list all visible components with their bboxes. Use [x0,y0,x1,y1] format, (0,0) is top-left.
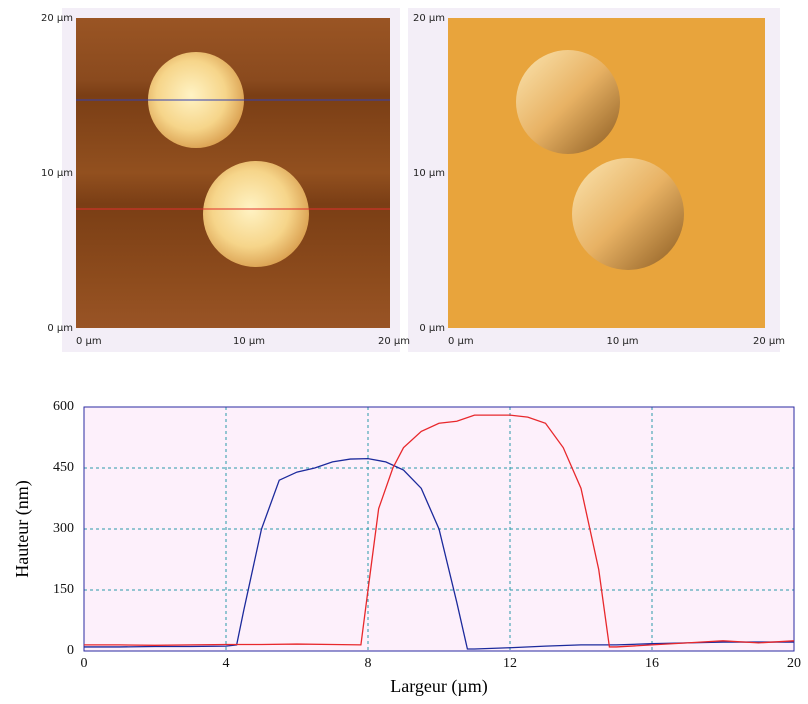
x-tick-label: 8 [365,656,372,671]
x-tick-label: 0 [81,656,88,671]
image-y-label: 20 µm [413,13,445,24]
y-tick-label: 300 [53,521,74,536]
image-x-label: 10 µm [233,336,265,347]
particle [572,158,684,270]
y-tick-label: 600 [53,399,74,414]
image-x-label: 10 µm [607,336,639,347]
particle [516,50,620,154]
image-x-label: 0 µm [448,336,474,347]
image-y-label: 20 µm [41,13,73,24]
plot-frame [83,406,795,652]
series-line [84,414,795,648]
particle [203,161,309,267]
image-y-label: 10 µm [41,168,73,179]
image-x-label: 0 µm [76,336,102,347]
x-axis-label: Largeur (µm) [390,676,488,697]
image-x-label: 20 µm [378,336,410,347]
x-tick-label: 16 [645,656,659,671]
y-tick-label: 0 [67,643,74,658]
x-tick-label: 4 [223,656,230,671]
y-axis-label: Hauteur (nm) [12,480,33,577]
y-tick-label: 150 [53,582,74,597]
x-tick-label: 20 [787,656,801,671]
y-tick-label: 450 [53,460,74,475]
image-y-label: 0 µm [47,323,73,334]
image-x-label: 20 µm [753,336,785,347]
x-tick-label: 12 [503,656,517,671]
image-y-label: 10 µm [413,168,445,179]
image-y-label: 0 µm [419,323,445,334]
